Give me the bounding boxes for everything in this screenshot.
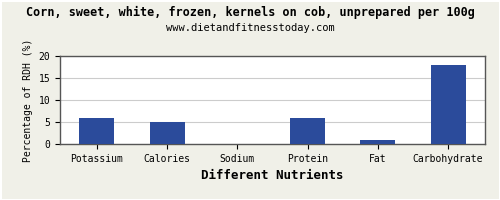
Bar — [360, 140, 396, 144]
Bar — [430, 65, 466, 144]
Bar — [80, 118, 114, 144]
Bar — [290, 118, 325, 144]
X-axis label: Different Nutrients: Different Nutrients — [201, 169, 344, 182]
Y-axis label: Percentage of RDH (%): Percentage of RDH (%) — [23, 38, 33, 162]
Text: Corn, sweet, white, frozen, kernels on cob, unprepared per 100g: Corn, sweet, white, frozen, kernels on c… — [26, 6, 474, 19]
Bar — [150, 122, 184, 144]
Text: www.dietandfitnesstoday.com: www.dietandfitnesstoday.com — [166, 23, 334, 33]
